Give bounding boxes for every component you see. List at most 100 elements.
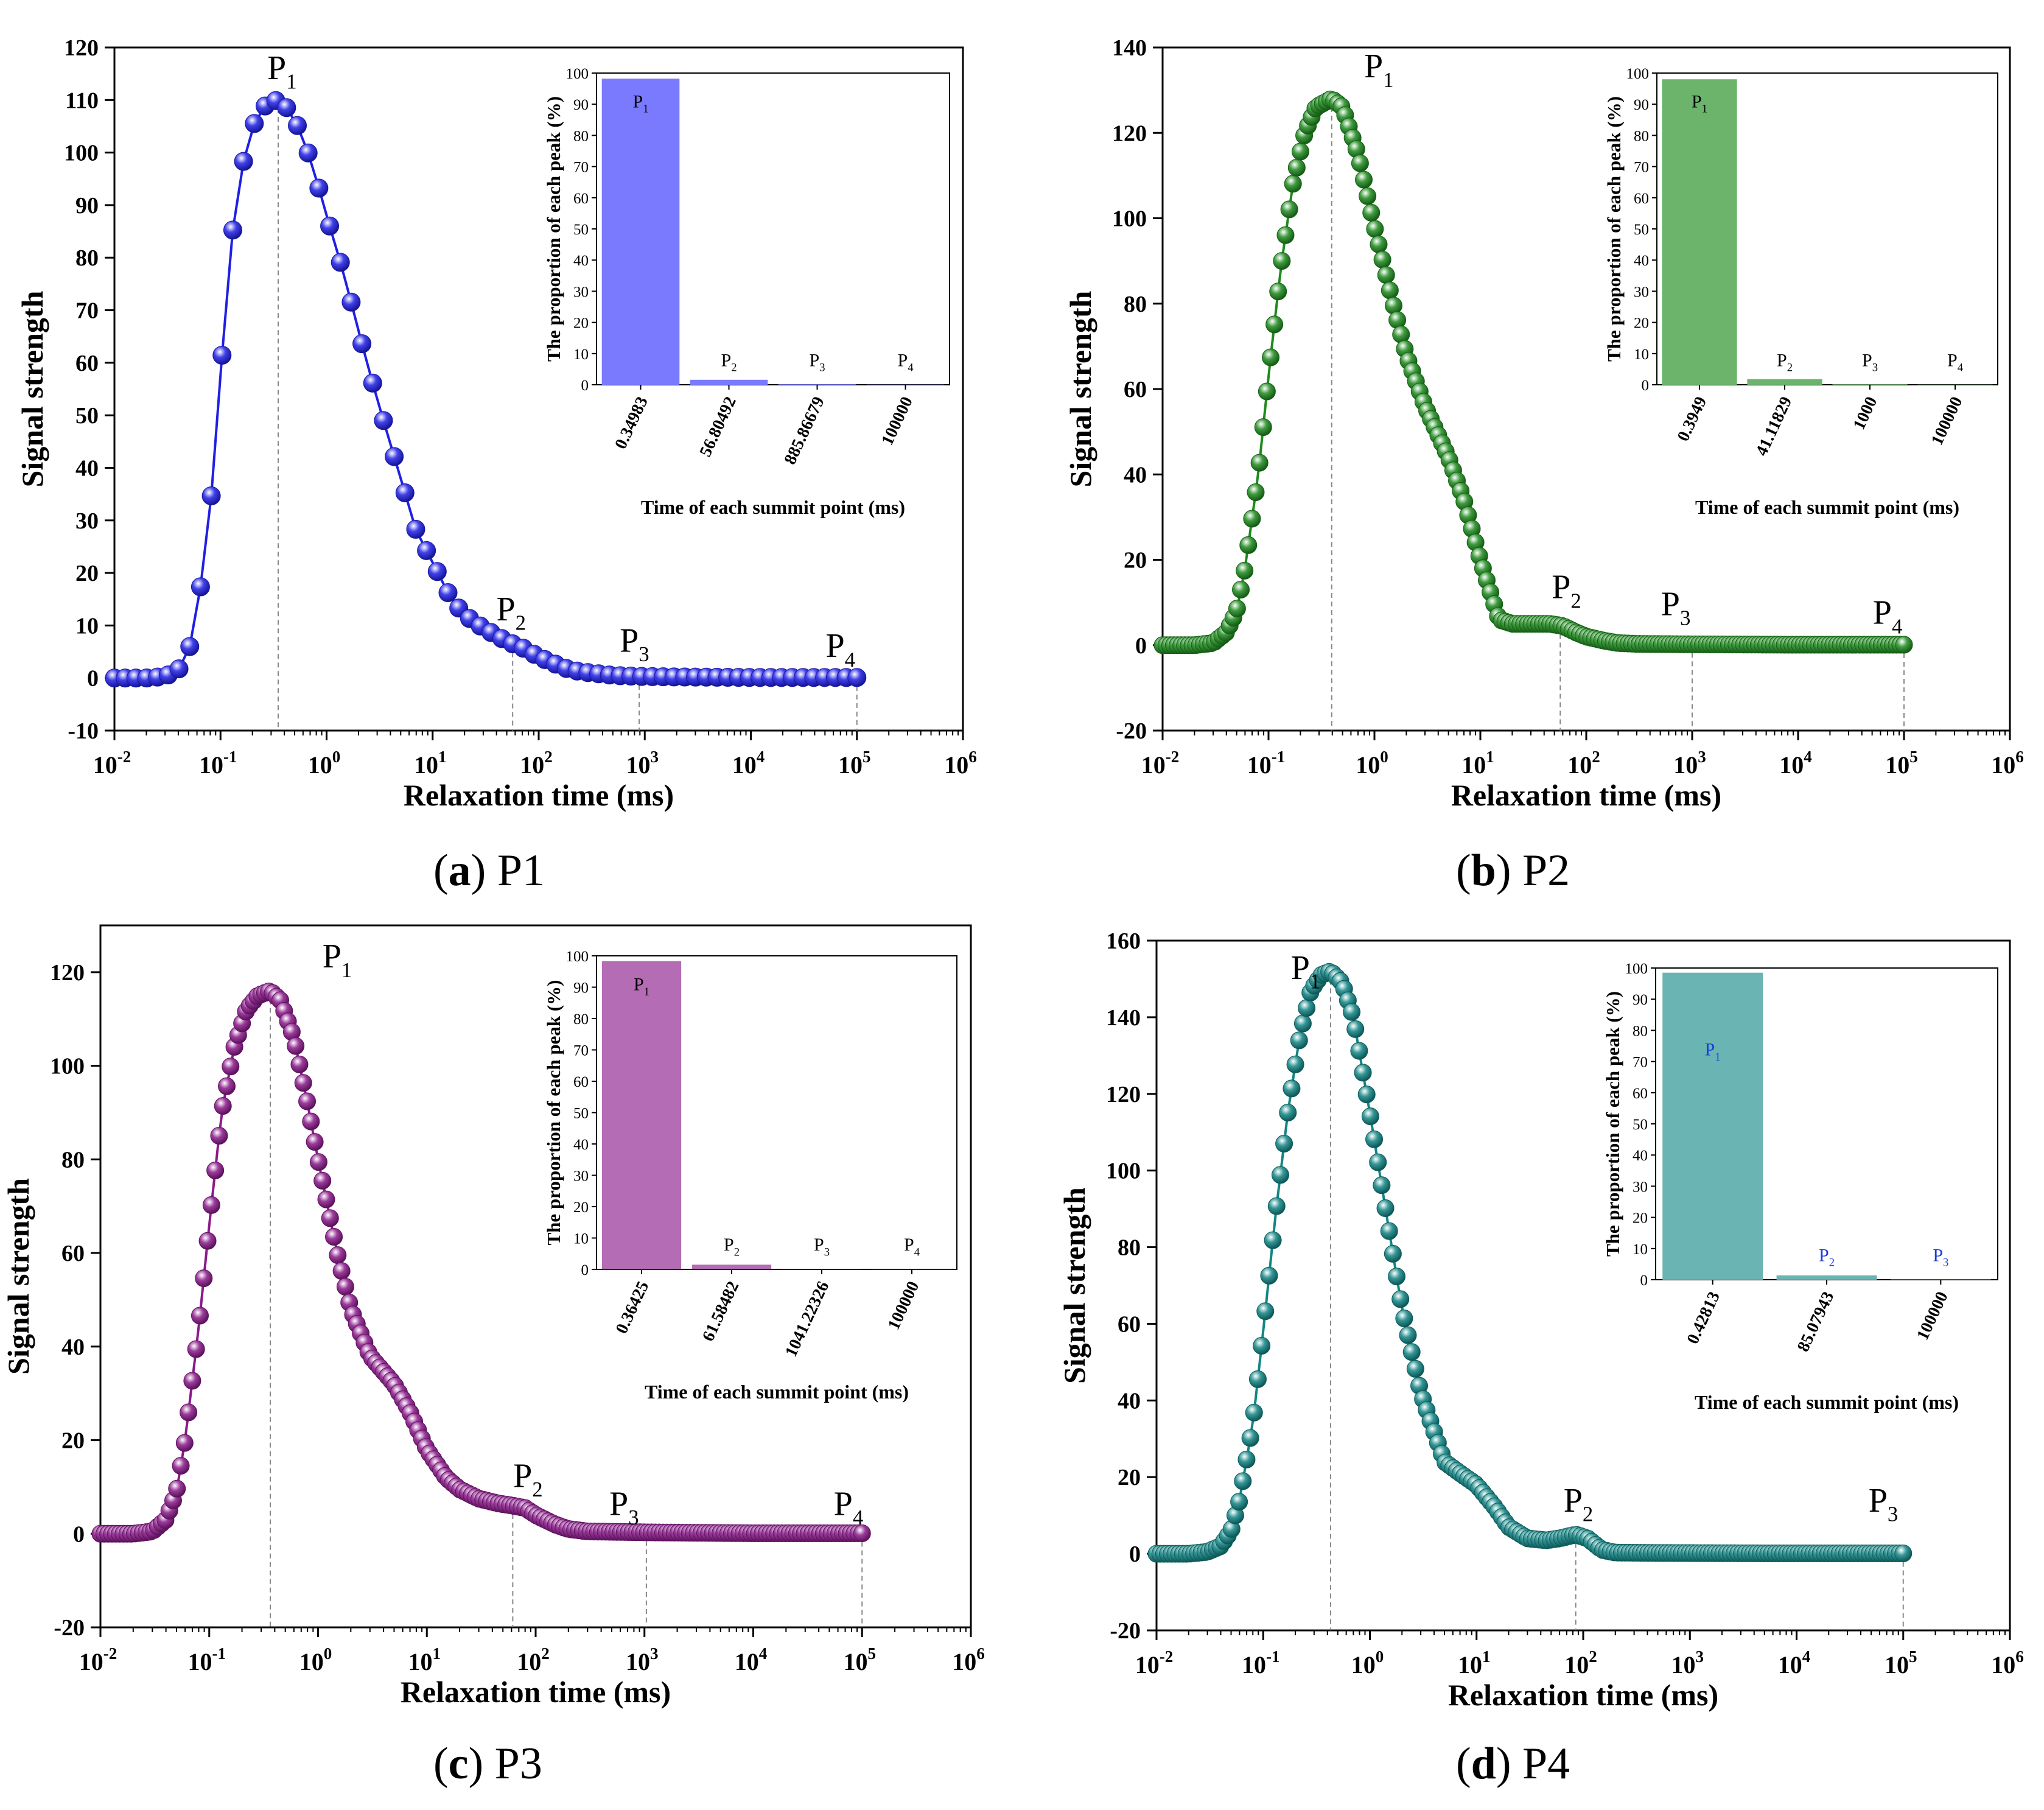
x-tick-label: 100 [1356,748,1388,779]
inset-bar-label: P4 [1947,350,1963,374]
x-tick-exponent: 4 [759,1644,768,1663]
data-point [1365,1130,1384,1148]
data-point [417,541,436,560]
x-tick-exponent: 2 [541,1644,550,1663]
peak-label-base: P [826,627,845,665]
x-tick-label: 106 [1991,748,2024,779]
inset-bar-label: P1 [1705,1039,1721,1063]
x-tick-base: 10 [1135,1651,1160,1678]
y-tick-label: 20 [61,1428,85,1454]
x-tick-base: 10 [520,751,544,779]
x-tick-exponent: 2 [544,748,553,766]
inset-bar-label: P1 [633,91,649,115]
data-point [191,577,210,597]
data-point [1230,1493,1248,1511]
x-tick-label: 106 [952,1644,985,1675]
inset-y-tick-label: 20 [1634,315,1649,332]
inset-y-tick-label: 40 [1633,1148,1648,1164]
inset-bar-label-base: P [898,350,908,370]
peak-label: P2 [1564,1482,1594,1526]
data-point [202,1196,220,1214]
data-point [195,1269,213,1288]
inset-bar-label: P3 [810,350,825,374]
peak-label-sub: 4 [853,1506,863,1529]
data-point [1377,266,1395,284]
data-point [1359,187,1377,205]
y-tick-label: 0 [73,1521,85,1547]
inset-bar [1890,1279,1991,1280]
x-tick-base: 10 [414,751,438,779]
data-point [1247,483,1265,502]
data-point [1243,510,1261,528]
x-tick-exponent: 3 [1696,1647,1704,1666]
x-tick-label: 103 [626,748,659,779]
data-point [321,1209,339,1227]
data-point [309,1153,327,1171]
peak-label: P1 [1364,47,1394,92]
x-tick-exponent: 3 [650,1644,659,1663]
data-point [180,637,200,656]
inset-y-tick-label: 40 [573,253,589,269]
peak-label-sub: 3 [639,642,649,666]
x-tick-label: 106 [1991,1647,2024,1678]
y-tick-label: 40 [1124,462,1147,488]
inset-bar-label: P4 [898,350,914,374]
x-tick-exponent: 1 [1486,748,1494,766]
y-axis-title: Signal strength [1057,1187,1091,1384]
data-point [1357,1086,1376,1104]
peak-label-base: P [323,938,341,975]
inset-y-tick-label: 50 [1634,222,1649,238]
data-point [1343,1003,1361,1021]
x-tick-exponent: 1 [433,1644,441,1663]
data-point [1298,999,1316,1017]
data-point [212,345,232,365]
inset-y-tick-label: 30 [1633,1179,1648,1195]
x-tick-base: 10 [199,751,223,779]
inset-bar-label: P2 [1819,1245,1835,1269]
data-point [180,1403,198,1422]
inset-y-tick-label: 70 [1633,1054,1648,1071]
x-tick-base: 10 [93,751,117,779]
y-tick-label: 40 [61,1335,85,1360]
x-axis-title: Relaxation time (ms) [401,1675,671,1709]
data-point [1271,1166,1289,1184]
data-point [309,178,329,198]
inset-y-tick-label: 90 [573,97,589,113]
inset-bar-label: P2 [724,1235,740,1258]
inset-bar [1662,79,1737,385]
inset-y-axis-title: The proportion of each peak (%) [543,96,564,362]
x-tick-exponent: -2 [1166,748,1180,766]
x-tick-label: 102 [517,1644,550,1675]
x-axis-title: Relaxation time (ms) [1448,1678,1718,1712]
data-point [1276,226,1295,244]
inset-bar-label: P3 [1933,1245,1948,1269]
data-point [1267,1197,1286,1215]
inset-bar-label: P2 [1777,350,1793,374]
inset-y-tick-label: 60 [573,1074,589,1090]
data-point [1286,1055,1304,1073]
y-tick-label: 60 [61,1241,85,1266]
data-point [1351,154,1369,172]
x-tick-base: 10 [1351,1651,1376,1678]
y-tick-label: 100 [1106,1159,1141,1184]
x-tick-label: 105 [844,1644,877,1675]
y-tick-label: 100 [50,1054,85,1079]
y-tick-label: 160 [1106,928,1141,954]
peak-label-base: P [1364,47,1383,85]
peak-label-sub: 1 [1383,68,1393,92]
y-tick-label: -20 [1110,1618,1141,1644]
inset-bar-label-base: P [1819,1245,1829,1265]
y-tick-label: 70 [75,298,99,324]
data-point [217,1077,236,1095]
peak-label: P4 [834,1486,864,1530]
y-tick-label: 80 [75,245,99,271]
x-tick-exponent: 4 [1804,748,1812,766]
data-point [223,220,242,240]
x-tick-exponent: 2 [1592,748,1600,766]
data-point [1362,203,1381,222]
x-tick-label: 100 [299,1644,332,1675]
y-axis-title: Signal strength [1,1178,35,1375]
x-tick-base: 10 [952,1648,976,1675]
